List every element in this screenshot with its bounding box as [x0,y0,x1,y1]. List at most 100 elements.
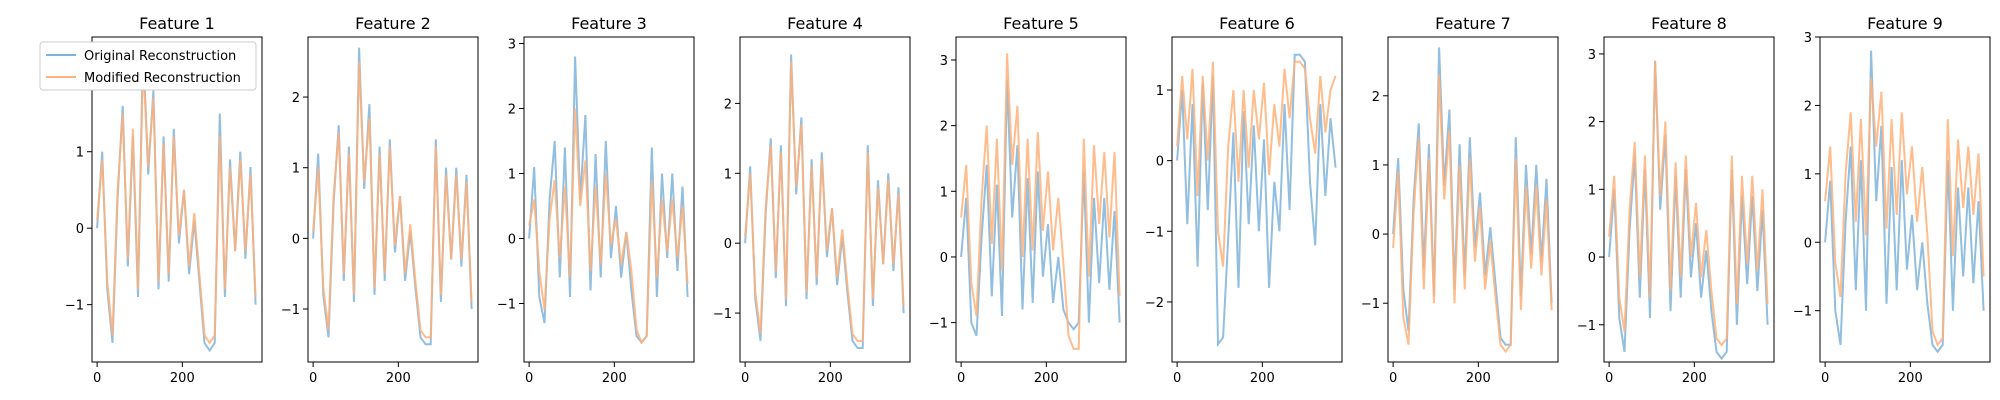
panel-title: Feature 6 [1219,14,1295,33]
x-tick-label: 200 [1466,371,1491,386]
panel-3: Feature 3 0 200 −1 0 1 2 3 [497,14,695,386]
panel-title: Feature 9 [1867,14,1943,33]
x-tick-label: 0 [93,371,101,386]
series-line-modified [1608,60,1769,347]
y-tick-label: 1 [508,168,516,183]
y-tick-label: 1 [940,185,948,200]
x-tick-label: 0 [309,371,317,386]
y-tick-label: 2 [1804,99,1812,114]
panel-7: Feature 7 0 200 −1 0 1 2 [1361,14,1559,386]
legend-label-original: Original Reconstruction [84,49,236,64]
y-tick-label: 1 [76,146,84,161]
y-tick-label: −1 [1577,319,1596,334]
plot-frame [1603,36,1775,363]
plot-frame [1171,36,1343,363]
plot-frame [523,36,695,363]
y-tick-label: −1 [65,299,84,314]
x-tick-label: 200 [1034,371,1059,386]
series-line-original [1824,50,1985,354]
panel-9: Feature 9 0 200 −1 0 1 2 3 [1793,14,1991,386]
legend-label-modified: Modified Reconstruction [84,71,241,86]
y-tick-label: −1 [1361,297,1380,312]
y-tick-label: 2 [724,97,732,112]
x-tick-label: 0 [1389,371,1397,386]
x-tick-label: 200 [1898,371,1923,386]
y-tick-label: 1 [292,162,300,177]
panel-title: Feature 4 [787,14,863,33]
panel-2: Feature 2 0 200 −1 0 1 2 [281,14,479,386]
y-tick-label: 0 [940,251,948,266]
y-tick-label: 2 [940,120,948,135]
x-tick-label: 0 [741,371,749,386]
series-line-modified [312,61,473,339]
plot-frame [955,36,1127,363]
series-line-modified [744,61,905,342]
y-tick-label: 3 [1588,48,1596,63]
y-tick-label: 0 [76,222,84,237]
y-tick-label: 3 [940,54,948,69]
y-tick-label: 0 [724,237,732,252]
legend: Original Reconstruction Modified Reconst… [39,41,257,91]
x-tick-label: 200 [170,371,195,386]
y-tick-label: 1 [1588,183,1596,198]
series-line-modified [1824,78,1985,347]
panel-title: Feature 2 [355,14,431,33]
plot-frame [1819,36,1991,363]
y-tick-label: −2 [1145,296,1164,311]
panel-title: Feature 3 [571,14,647,33]
legend-box [39,41,257,91]
y-tick-label: 0 [1372,228,1380,243]
y-tick-label: 1 [1156,84,1164,99]
x-tick-label: 0 [1605,371,1613,386]
y-tick-label: −1 [1793,305,1812,320]
y-tick-label: 1 [724,167,732,182]
series-line-modified [528,108,689,345]
x-tick-label: 0 [957,371,965,386]
x-tick-label: 200 [386,371,411,386]
panel-title: Feature 8 [1651,14,1727,33]
y-tick-label: 2 [1372,90,1380,105]
panel-6: Feature 6 0 200 −2 −1 0 1 [1145,14,1343,386]
series-line-modified [1176,60,1337,267]
series-line-modified [960,53,1121,350]
y-tick-label: −1 [281,303,300,318]
x-tick-label: 200 [818,371,843,386]
plot-frame [1387,36,1559,363]
y-tick-label: −1 [1145,225,1164,240]
y-tick-label: 0 [1156,155,1164,170]
y-tick-label: 3 [508,38,516,53]
y-tick-label: 1 [1372,159,1380,174]
y-tick-label: 2 [292,91,300,106]
x-tick-label: 200 [1250,371,1275,386]
plot-frame [307,36,479,363]
panel-title: Feature 5 [1003,14,1079,33]
y-tick-label: 0 [292,232,300,247]
y-tick-label: 0 [1804,236,1812,251]
panel-title: Feature 1 [139,14,215,33]
panel-5: Feature 5 0 200 −1 0 1 2 3 [929,14,1127,386]
x-tick-label: 0 [1821,371,1829,386]
y-tick-label: −1 [929,317,948,332]
y-tick-label: 2 [1588,116,1596,131]
panel-4: Feature 4 0 200 −1 0 1 2 [713,14,911,386]
y-tick-label: 2 [508,103,516,118]
y-tick-label: 3 [1804,31,1812,46]
x-tick-label: 0 [525,371,533,386]
y-tick-label: 0 [1588,251,1596,266]
x-tick-label: 0 [1173,371,1181,386]
x-tick-label: 200 [602,371,627,386]
y-tick-label: 1 [1804,168,1812,183]
y-tick-label: −1 [713,307,732,322]
series-line-modified [96,59,257,345]
y-tick-label: −1 [497,298,516,313]
series-line-modified [1392,74,1553,354]
panel-8: Feature 8 0 200 −1 0 1 2 3 [1577,14,1775,386]
plot-frame [91,36,263,363]
plot-frame [739,36,911,363]
x-tick-label: 200 [1682,371,1707,386]
y-tick-label: 0 [508,233,516,248]
series-line-original [960,79,1121,337]
